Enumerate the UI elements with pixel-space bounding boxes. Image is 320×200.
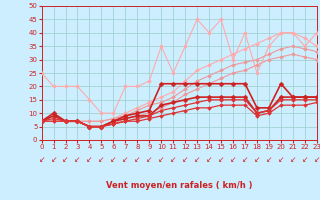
Text: ↙: ↙ bbox=[146, 156, 152, 164]
Text: ↙: ↙ bbox=[278, 156, 284, 164]
Text: ↙: ↙ bbox=[62, 156, 69, 164]
Text: ↙: ↙ bbox=[230, 156, 236, 164]
Text: ↙: ↙ bbox=[254, 156, 260, 164]
Text: ↙: ↙ bbox=[98, 156, 105, 164]
Text: Vent moyen/en rafales ( km/h ): Vent moyen/en rafales ( km/h ) bbox=[106, 182, 252, 190]
Text: ↙: ↙ bbox=[314, 156, 320, 164]
Text: ↙: ↙ bbox=[194, 156, 200, 164]
Text: ↙: ↙ bbox=[38, 156, 45, 164]
Text: ↙: ↙ bbox=[206, 156, 212, 164]
Text: ↙: ↙ bbox=[218, 156, 224, 164]
Text: ↙: ↙ bbox=[266, 156, 272, 164]
Text: ↙: ↙ bbox=[182, 156, 188, 164]
Text: ↙: ↙ bbox=[302, 156, 308, 164]
Text: ↙: ↙ bbox=[74, 156, 81, 164]
Text: ↙: ↙ bbox=[170, 156, 176, 164]
Text: ↙: ↙ bbox=[50, 156, 57, 164]
Text: ↙: ↙ bbox=[134, 156, 140, 164]
Text: ↙: ↙ bbox=[86, 156, 93, 164]
Text: ↙: ↙ bbox=[158, 156, 164, 164]
Text: ↙: ↙ bbox=[242, 156, 248, 164]
Text: ↙: ↙ bbox=[122, 156, 129, 164]
Text: ↙: ↙ bbox=[110, 156, 116, 164]
Text: ↙: ↙ bbox=[290, 156, 296, 164]
